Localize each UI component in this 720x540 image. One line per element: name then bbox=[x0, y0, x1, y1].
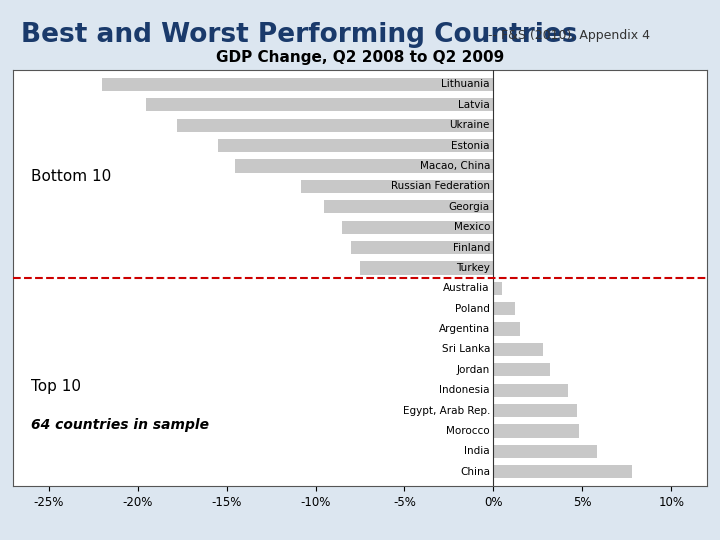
Text: Bottom 10: Bottom 10 bbox=[31, 168, 111, 184]
Text: Finland: Finland bbox=[453, 242, 490, 253]
Bar bbox=[493, 302, 515, 315]
Text: Russian Federation: Russian Federation bbox=[391, 181, 490, 191]
Bar bbox=[493, 465, 632, 478]
Bar bbox=[493, 282, 503, 295]
Bar bbox=[217, 139, 493, 152]
Bar bbox=[342, 220, 493, 234]
Bar bbox=[493, 363, 550, 376]
Bar bbox=[176, 119, 493, 132]
Text: Top 10: Top 10 bbox=[31, 379, 81, 394]
Bar bbox=[301, 180, 493, 193]
Text: Lithuania: Lithuania bbox=[441, 79, 490, 90]
Bar bbox=[235, 159, 493, 173]
Text: Egypt, Arab Rep.: Egypt, Arab Rep. bbox=[402, 406, 490, 416]
Text: -- F&S (2010), Appendix 4: -- F&S (2010), Appendix 4 bbox=[488, 29, 650, 42]
Bar bbox=[351, 241, 493, 254]
Text: Australia: Australia bbox=[444, 284, 490, 293]
Bar bbox=[493, 383, 568, 397]
Bar bbox=[325, 200, 493, 213]
Text: Turkey: Turkey bbox=[456, 263, 490, 273]
Text: Jordan: Jordan bbox=[456, 365, 490, 375]
Text: Macao, China: Macao, China bbox=[420, 161, 490, 171]
Text: Poland: Poland bbox=[455, 303, 490, 314]
Bar bbox=[493, 322, 520, 336]
Text: Estonia: Estonia bbox=[451, 140, 490, 151]
Text: Morocco: Morocco bbox=[446, 426, 490, 436]
Bar bbox=[146, 98, 493, 111]
Text: India: India bbox=[464, 447, 490, 456]
Bar bbox=[493, 343, 544, 356]
Text: 64 countries in sample: 64 countries in sample bbox=[31, 418, 209, 432]
Text: Sri Lanka: Sri Lanka bbox=[441, 345, 490, 354]
Text: Indonesia: Indonesia bbox=[439, 385, 490, 395]
Bar bbox=[493, 404, 577, 417]
Text: Latvia: Latvia bbox=[458, 100, 490, 110]
Text: Mexico: Mexico bbox=[454, 222, 490, 232]
Text: Argentina: Argentina bbox=[438, 324, 490, 334]
Bar bbox=[102, 78, 493, 91]
Text: China: China bbox=[460, 467, 490, 477]
Text: Ukraine: Ukraine bbox=[449, 120, 490, 130]
Bar bbox=[493, 424, 579, 437]
Bar bbox=[360, 261, 493, 274]
Bar bbox=[493, 445, 597, 458]
Title: GDP Change, Q2 2008 to Q2 2009: GDP Change, Q2 2008 to Q2 2009 bbox=[216, 50, 504, 65]
Text: Best and Worst Performing Countries: Best and Worst Performing Countries bbox=[22, 22, 578, 48]
Text: Georgia: Georgia bbox=[449, 202, 490, 212]
